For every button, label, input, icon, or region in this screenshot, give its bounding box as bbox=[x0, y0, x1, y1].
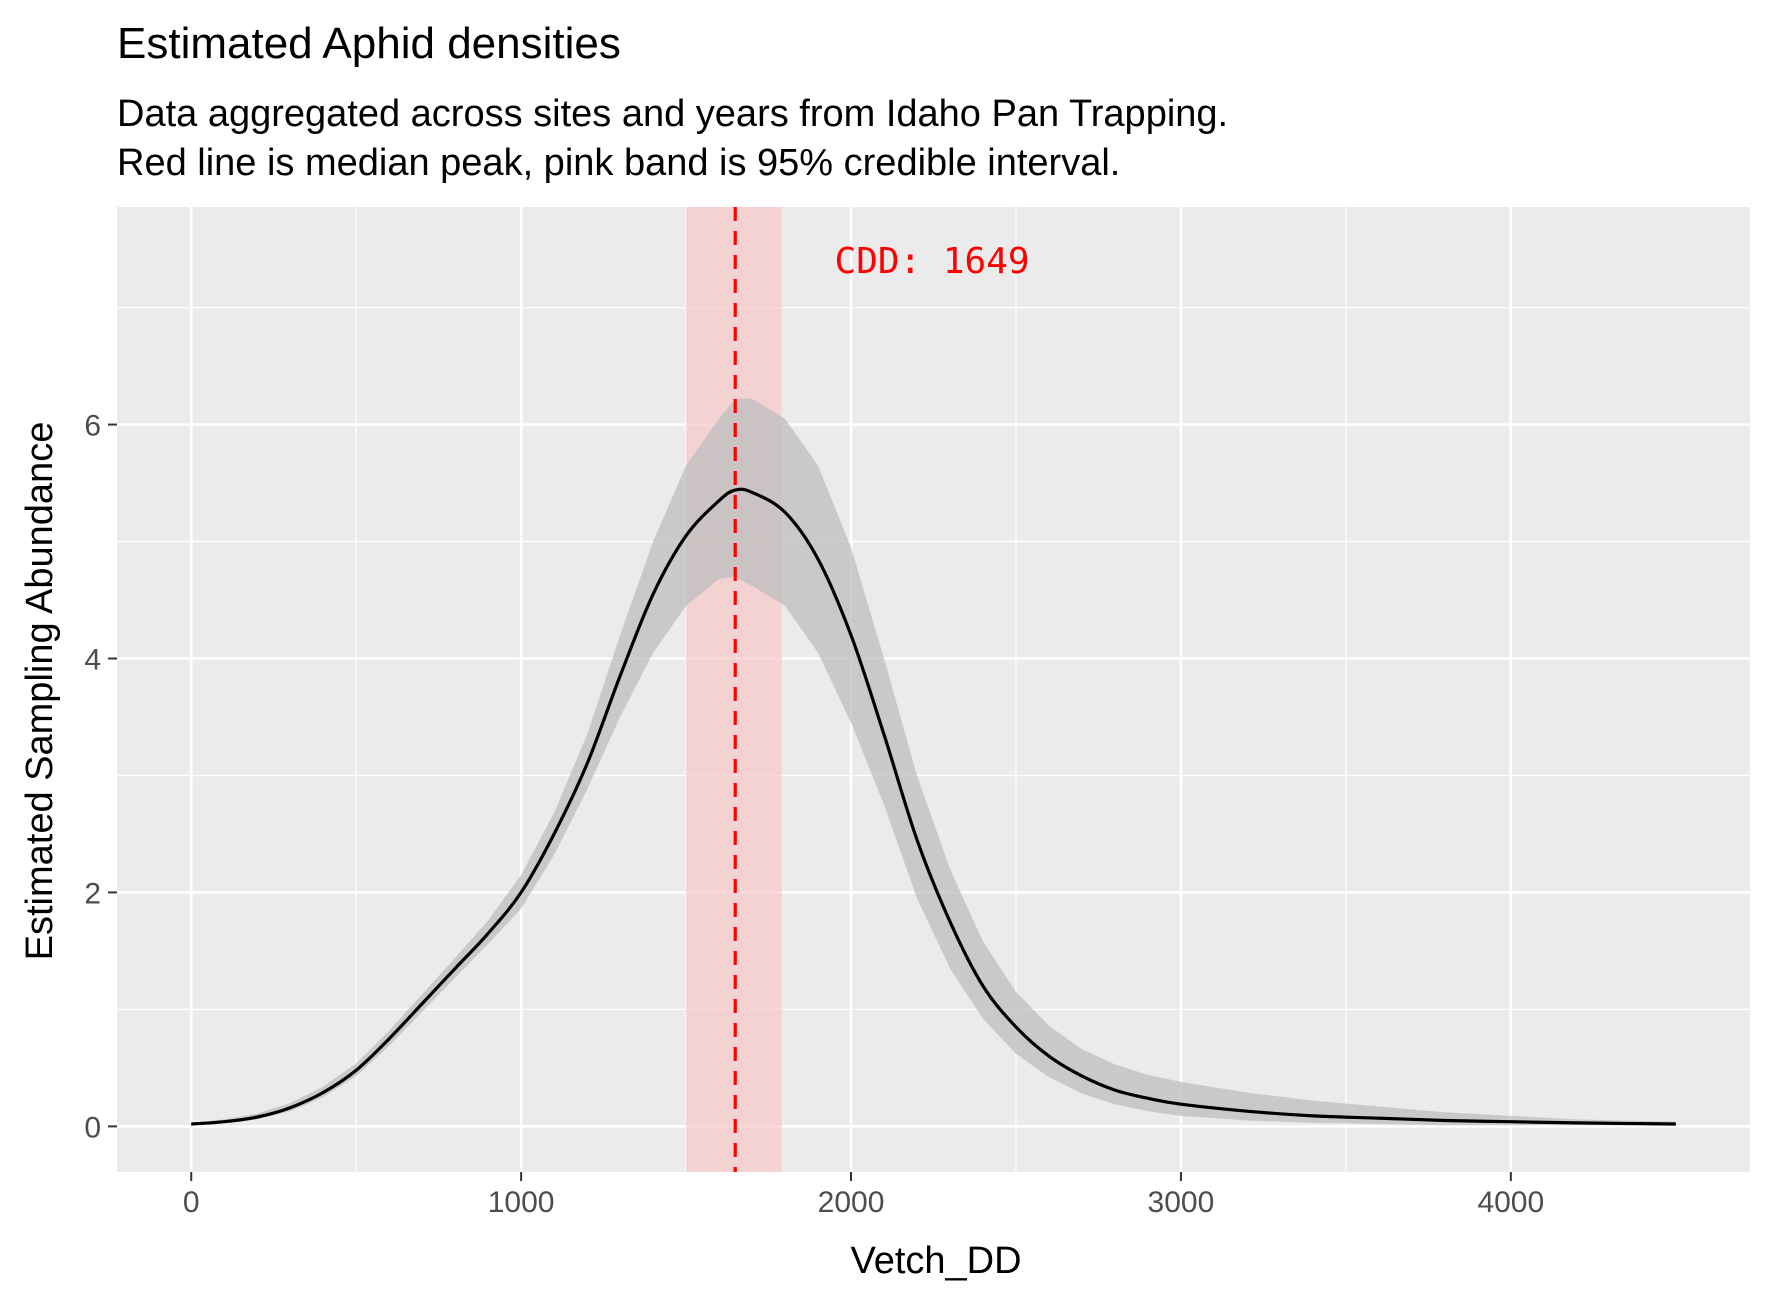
y-tick-label: 2 bbox=[84, 877, 101, 910]
peak-marker-layer: CDD: 1649 bbox=[733, 207, 1030, 1172]
chart-subtitle-line-1: Data aggregated across sites and years f… bbox=[117, 93, 1228, 135]
plot-panel bbox=[117, 207, 1750, 1172]
x-tick-label: 2000 bbox=[818, 1186, 885, 1219]
major-gridlines bbox=[117, 207, 1750, 1172]
peak-annotation-label: CDD: 1649 bbox=[835, 241, 1030, 282]
x-axis-ticks: 0 1000 2000 3000 4000 bbox=[183, 1172, 1544, 1219]
y-axis-title: Estimated Sampling Abundance bbox=[19, 422, 61, 961]
x-tick-label: 4000 bbox=[1477, 1186, 1544, 1219]
y-axis-ticks: 0 2 4 6 bbox=[84, 410, 117, 1144]
y-tick-label: 4 bbox=[84, 644, 101, 677]
x-tick-label: 3000 bbox=[1148, 1186, 1215, 1219]
x-tick-label: 0 bbox=[183, 1186, 200, 1219]
chart-subtitle-line-2: Red line is median peak, pink band is 95… bbox=[117, 142, 1120, 184]
y-tick-label: 0 bbox=[84, 1111, 101, 1144]
median-curve bbox=[191, 487, 1676, 1126]
median-curve-layer bbox=[191, 487, 1676, 1126]
chart-title: Estimated Aphid densities bbox=[117, 19, 621, 68]
x-tick-label: 1000 bbox=[488, 1186, 555, 1219]
y-tick-label: 6 bbox=[84, 410, 101, 443]
x-axis-title: Vetch_DD bbox=[850, 1240, 1021, 1282]
